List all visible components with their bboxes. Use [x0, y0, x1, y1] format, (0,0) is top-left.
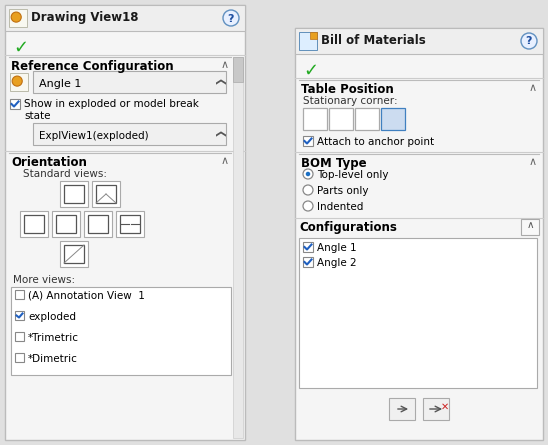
- Text: Stationary corner:: Stationary corner:: [303, 96, 398, 106]
- Bar: [60, 181, 88, 207]
- Bar: [310, 32, 317, 39]
- Text: ✓: ✓: [303, 62, 318, 80]
- Bar: [389, 398, 415, 420]
- Text: Drawing View18: Drawing View18: [31, 11, 139, 24]
- Text: Parts only: Parts only: [317, 186, 368, 196]
- Bar: [24, 215, 44, 233]
- Text: ∧: ∧: [529, 83, 537, 93]
- Text: Angle 2: Angle 2: [317, 258, 357, 268]
- Circle shape: [12, 76, 22, 86]
- Text: (A) Annotation View  1: (A) Annotation View 1: [28, 291, 145, 301]
- Bar: [120, 215, 140, 233]
- Bar: [303, 242, 313, 252]
- Circle shape: [303, 169, 313, 179]
- Bar: [15, 332, 24, 341]
- Bar: [33, 123, 226, 145]
- Bar: [355, 108, 379, 130]
- Bar: [9, 9, 27, 27]
- Text: ✓: ✓: [13, 39, 28, 57]
- Bar: [521, 219, 539, 235]
- Text: ∧: ∧: [529, 157, 537, 167]
- Bar: [15, 311, 24, 320]
- Text: Angle 1: Angle 1: [39, 79, 81, 89]
- Circle shape: [303, 185, 313, 195]
- Bar: [423, 398, 449, 420]
- Text: ∧: ∧: [221, 156, 229, 166]
- Bar: [33, 71, 226, 93]
- Text: ?: ?: [228, 13, 234, 24]
- Text: Orientation: Orientation: [11, 156, 87, 169]
- Bar: [84, 211, 112, 237]
- Bar: [56, 215, 76, 233]
- Bar: [233, 57, 243, 438]
- Text: ❮: ❮: [214, 130, 224, 138]
- Bar: [88, 215, 108, 233]
- Text: exploded: exploded: [28, 312, 76, 322]
- Text: *Trimetric: *Trimetric: [28, 333, 79, 343]
- Text: Standard views:: Standard views:: [23, 169, 107, 179]
- Text: ∧: ∧: [221, 60, 229, 70]
- Bar: [64, 245, 84, 263]
- Bar: [10, 99, 20, 109]
- Text: ✕: ✕: [441, 402, 449, 412]
- Text: Configurations: Configurations: [299, 221, 397, 234]
- Text: Table Position: Table Position: [301, 83, 394, 96]
- Bar: [92, 181, 120, 207]
- Text: Reference Configuration: Reference Configuration: [11, 60, 174, 73]
- Circle shape: [303, 201, 313, 211]
- Text: Show in exploded or model break: Show in exploded or model break: [24, 99, 199, 109]
- Circle shape: [223, 10, 239, 26]
- Text: Indented: Indented: [317, 202, 363, 212]
- Bar: [303, 108, 327, 130]
- Text: Bill of Materials: Bill of Materials: [321, 34, 426, 47]
- Bar: [20, 211, 48, 237]
- Text: BOM Type: BOM Type: [301, 157, 367, 170]
- Text: ExplView1(exploded): ExplView1(exploded): [39, 131, 149, 141]
- Bar: [10, 73, 28, 91]
- Bar: [295, 28, 543, 440]
- Bar: [303, 257, 313, 267]
- Bar: [295, 28, 543, 54]
- Bar: [5, 5, 245, 440]
- Text: state: state: [24, 111, 50, 121]
- Bar: [299, 32, 317, 50]
- Circle shape: [306, 172, 310, 176]
- Bar: [64, 185, 84, 203]
- Bar: [299, 238, 537, 388]
- Bar: [381, 108, 405, 130]
- Bar: [52, 211, 80, 237]
- Text: ?: ?: [526, 36, 532, 46]
- Text: Attach to anchor point: Attach to anchor point: [317, 137, 434, 147]
- Bar: [329, 108, 353, 130]
- Bar: [11, 287, 231, 375]
- Bar: [5, 5, 245, 31]
- Text: *Dimetric: *Dimetric: [28, 354, 78, 364]
- Text: Top-level only: Top-level only: [317, 170, 389, 180]
- Circle shape: [521, 33, 537, 49]
- Text: Angle 1: Angle 1: [317, 243, 357, 253]
- Bar: [60, 241, 88, 267]
- Text: ∧: ∧: [526, 220, 534, 230]
- Bar: [303, 136, 313, 146]
- Bar: [116, 211, 144, 237]
- Bar: [96, 185, 116, 203]
- Bar: [15, 353, 24, 362]
- Circle shape: [11, 12, 21, 22]
- Bar: [233, 57, 243, 82]
- Text: More views:: More views:: [13, 275, 75, 285]
- Bar: [15, 290, 24, 299]
- Text: ❮: ❮: [214, 78, 224, 86]
